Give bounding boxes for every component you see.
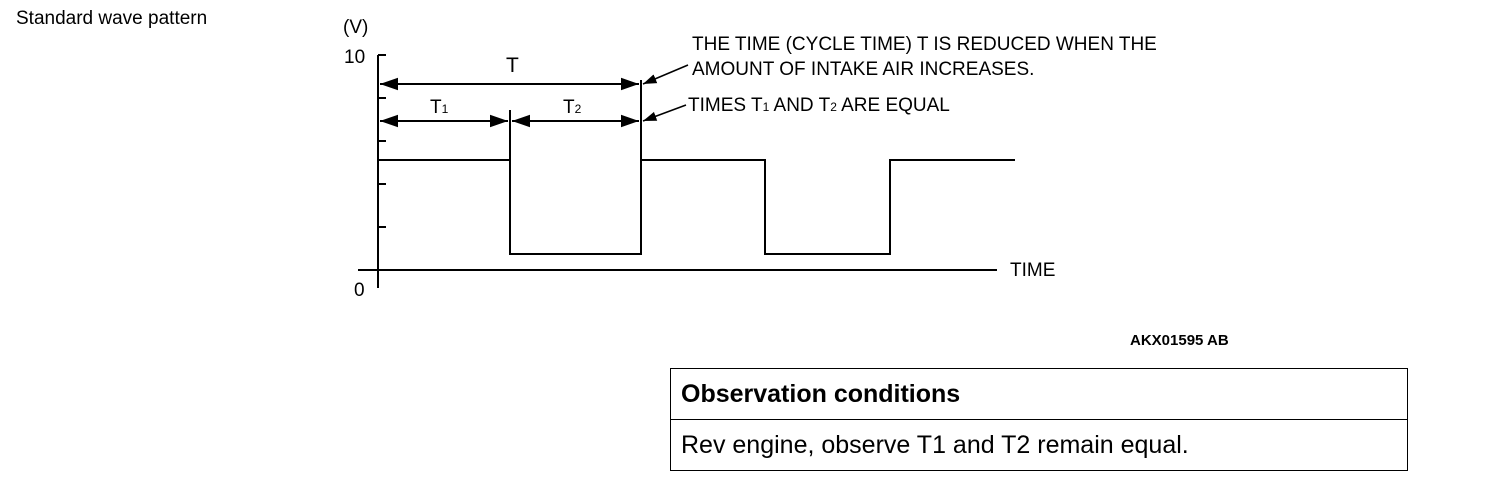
- observation-table: Observation conditions Rev engine, obser…: [670, 368, 1408, 471]
- note-equal-times: TIMES T1 AND T2 ARE EQUAL: [688, 95, 950, 116]
- x-label: TIME: [1010, 260, 1055, 281]
- note-cycle-time-1: THE TIME (CYCLE TIME) T IS REDUCED WHEN …: [692, 34, 1157, 55]
- page-title: Standard wave pattern: [16, 8, 208, 29]
- y-min-label: 0: [354, 280, 365, 301]
- label-T2: T2: [563, 97, 582, 118]
- leader-1: [642, 64, 689, 85]
- table-header: Observation conditions: [670, 368, 1408, 420]
- label-T: T: [506, 54, 519, 77]
- square-wave: [378, 159, 1015, 255]
- figure-code: AKX01595 AB: [1130, 332, 1229, 349]
- label-T1: T1: [430, 97, 449, 118]
- table-row: Rev engine, observe T1 and T2 remain equ…: [670, 419, 1408, 471]
- y-unit: (V): [343, 17, 368, 38]
- note-cycle-time-2: AMOUNT OF INTAKE AIR INCREASES.: [692, 59, 1034, 80]
- y-ticks: [378, 54, 386, 228]
- leader-2: [642, 104, 687, 122]
- y-max-label: 10: [344, 47, 365, 68]
